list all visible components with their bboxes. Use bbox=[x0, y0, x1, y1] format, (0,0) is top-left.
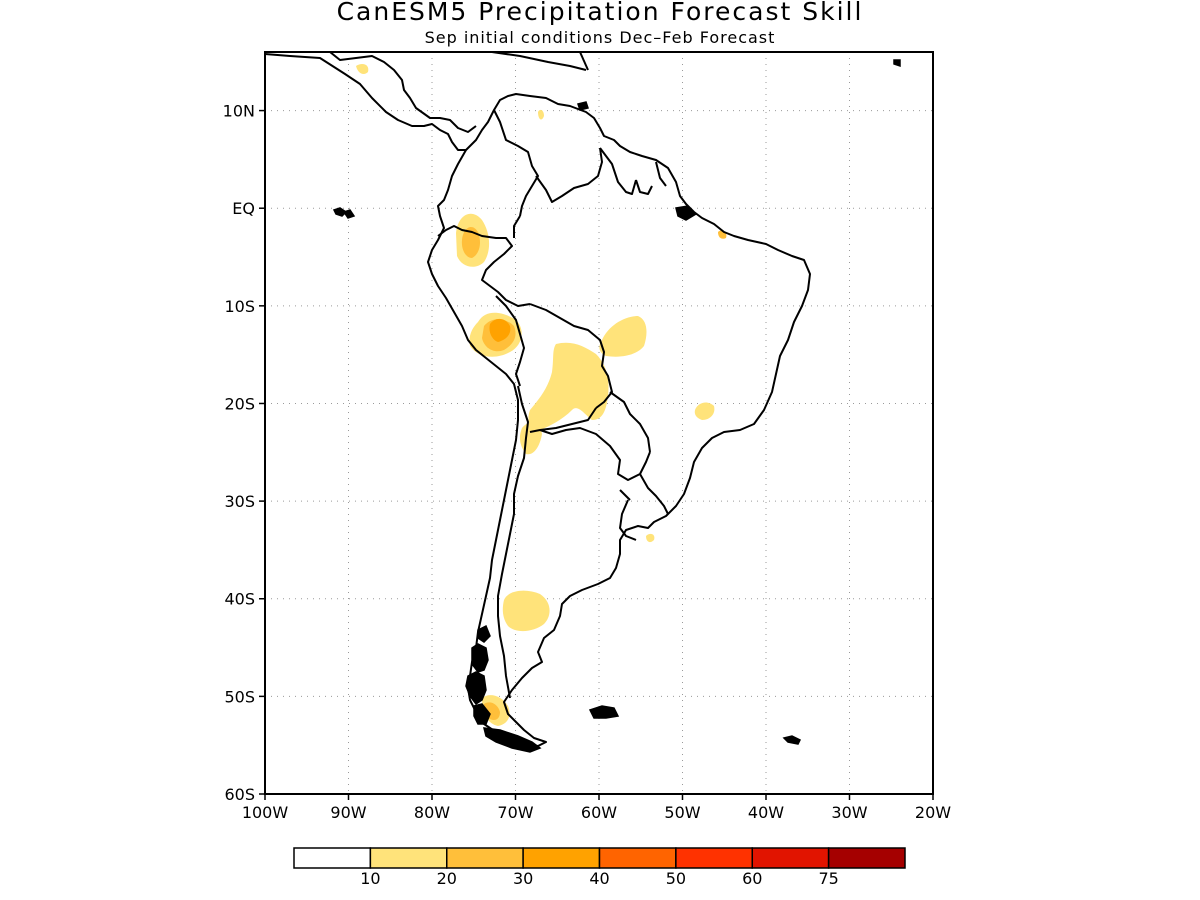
border-colombia-venezuela bbox=[493, 109, 539, 217]
colorbar-swatch bbox=[446, 847, 524, 869]
lat-tick-label: 50S bbox=[224, 687, 255, 706]
border-bolivia-paraguay bbox=[529, 407, 597, 433]
skill-area-30 bbox=[489, 318, 511, 342]
colorbar-label: 40 bbox=[589, 869, 609, 888]
longitude-axis: 100W 90W 80W 70W 60W 50W 40W 30W 20W bbox=[242, 794, 951, 822]
lat-tick-label: EQ bbox=[232, 199, 255, 218]
border-peru-bolivia bbox=[495, 295, 525, 387]
chart-title: CanESM5 Precipitation Forecast Skill bbox=[336, 0, 864, 26]
colorbar-swatch bbox=[598, 847, 677, 869]
lat-tick-label: 40S bbox=[224, 590, 255, 609]
border-brazil-uruguay bbox=[639, 473, 669, 515]
border-suriname bbox=[635, 179, 653, 195]
lon-tick-label: 80W bbox=[414, 803, 450, 822]
skill-shading bbox=[356, 64, 727, 726]
colorbar-label: 50 bbox=[666, 869, 686, 888]
galapagos-islands bbox=[332, 207, 348, 217]
skill-area-10 bbox=[538, 109, 544, 120]
border-brazil-paraguay bbox=[609, 391, 651, 453]
lat-tick-label: 60S bbox=[224, 785, 255, 804]
skill-area-10 bbox=[694, 402, 715, 420]
lon-tick-label: 90W bbox=[330, 803, 366, 822]
falkland-islands bbox=[588, 705, 620, 719]
latitude-axis: 10N EQ 10S 20S 30S 40S 50S 60S bbox=[223, 102, 265, 804]
trinidad bbox=[577, 101, 589, 111]
border-guyana bbox=[599, 147, 637, 195]
colorbar-label: 60 bbox=[742, 869, 762, 888]
skill-area-10 bbox=[356, 64, 369, 74]
skill-area-10 bbox=[528, 342, 609, 431]
south-georgia bbox=[782, 735, 802, 745]
chilean-archipelago bbox=[471, 643, 489, 673]
skill-area-10 bbox=[646, 533, 655, 543]
colorbar-label: 10 bbox=[360, 869, 380, 888]
coastline-outline bbox=[265, 52, 811, 747]
coastline-central-america bbox=[265, 53, 466, 151]
colorbar-swatch bbox=[751, 847, 830, 869]
border-colombia-brazil bbox=[513, 215, 521, 238]
chiloe-island bbox=[477, 624, 491, 643]
colorbar-swatch bbox=[675, 847, 753, 869]
lon-tick-label: 30W bbox=[831, 803, 867, 822]
border-chile-argentina bbox=[497, 385, 529, 699]
skill-area-10 bbox=[502, 590, 550, 632]
border-venezuela-brazil bbox=[535, 147, 603, 203]
coastline-south-america bbox=[427, 93, 811, 747]
lon-tick-label: 60W bbox=[581, 803, 617, 822]
border-argentina-paraguay bbox=[539, 427, 651, 481]
lat-tick-label: 20S bbox=[224, 394, 255, 413]
skill-area-10 bbox=[599, 316, 647, 357]
border-brazil-argentina bbox=[619, 489, 631, 501]
lat-tick-label: 10N bbox=[223, 102, 255, 121]
lon-tick-label: 50W bbox=[664, 803, 700, 822]
coastline-florida bbox=[579, 52, 589, 71]
chilean-archipelago bbox=[465, 671, 487, 706]
lon-tick-label: 40W bbox=[748, 803, 784, 822]
lon-tick-label: 70W bbox=[497, 803, 533, 822]
marajo-island bbox=[675, 205, 698, 221]
border-french-guiana bbox=[655, 161, 667, 187]
colorbar-label: 20 bbox=[437, 869, 457, 888]
coastline-cuba bbox=[491, 52, 587, 71]
border-argentina-uruguay bbox=[619, 499, 637, 541]
lat-tick-label: 30S bbox=[224, 492, 255, 511]
chart-subtitle: Sep initial conditions Dec–Feb Forecast bbox=[424, 28, 776, 47]
colorbar-swatch bbox=[293, 847, 372, 869]
coastline-caribbean-central-america bbox=[329, 52, 477, 133]
colorbar-swatch bbox=[522, 847, 601, 869]
chilean-archipelago bbox=[473, 703, 491, 725]
colorbar-label: 75 bbox=[818, 869, 838, 888]
island-shapes bbox=[332, 59, 901, 753]
tierra-del-fuego bbox=[483, 727, 542, 753]
colorbar-swatch bbox=[369, 847, 448, 869]
lat-tick-label: 10S bbox=[224, 297, 255, 316]
galapagos-islands bbox=[342, 209, 356, 219]
lon-tick-label: 100W bbox=[242, 803, 289, 822]
skill-area-10 bbox=[519, 422, 542, 455]
map-grid bbox=[265, 52, 933, 794]
lon-tick-label: 20W bbox=[915, 803, 951, 822]
colorbar-label: 30 bbox=[513, 869, 533, 888]
border-colombia-ecuador-peru bbox=[437, 225, 531, 307]
colorbar: 10 20 30 40 50 60 75 bbox=[293, 847, 906, 888]
skill-area-20 bbox=[461, 226, 480, 258]
colorbar-swatch bbox=[827, 847, 906, 869]
st-paul-rocks bbox=[893, 59, 901, 68]
